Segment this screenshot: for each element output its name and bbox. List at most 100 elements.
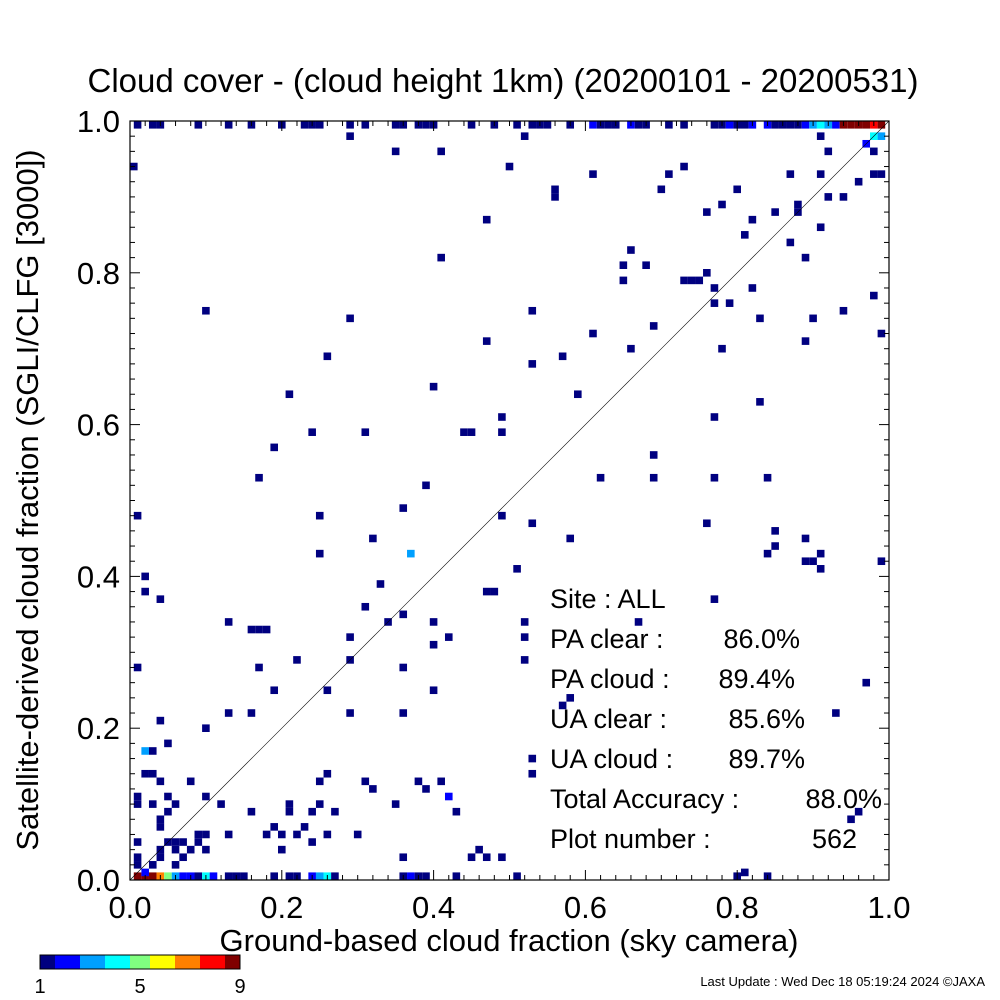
data-cell (391, 800, 400, 808)
data-cell (323, 769, 332, 778)
data-cell (710, 284, 719, 292)
data-cell (816, 565, 825, 573)
colorbar-label-mid: 5 (134, 976, 145, 998)
data-cell (528, 519, 537, 528)
data-cell (202, 792, 210, 801)
colorbar-segment (120, 955, 126, 969)
data-cell (444, 792, 453, 801)
data-cell (179, 872, 187, 880)
data-cell (247, 625, 256, 634)
colorbar-segment (150, 955, 156, 969)
y-axis-label: Satellite-derived cloud fraction (SGLI/C… (10, 149, 45, 850)
data-cell (361, 121, 370, 129)
data-cell (520, 132, 529, 140)
data-cell (414, 777, 423, 786)
x-tick-label: 0.2 (260, 890, 303, 925)
data-cell (756, 398, 764, 406)
colorbar-segment (115, 955, 121, 969)
data-cell (171, 800, 180, 808)
data-cell (756, 314, 764, 323)
data-cell (482, 587, 491, 596)
data-cell (740, 231, 749, 239)
data-cell (467, 853, 476, 862)
colorbar-segment (230, 955, 236, 969)
data-cell (315, 872, 324, 880)
data-cell (361, 777, 370, 786)
data-cell (877, 121, 886, 129)
data-cell (148, 861, 157, 869)
data-cell (870, 170, 878, 178)
colorbar-segment (220, 955, 226, 969)
data-cell (148, 800, 157, 808)
data-cell (315, 511, 324, 520)
data-cell (748, 215, 757, 224)
x-tick-label: 0.8 (716, 890, 759, 925)
data-cell (323, 686, 332, 695)
colorbar-label-max: 9 (234, 976, 245, 998)
data-cell (346, 121, 354, 129)
data-cell (209, 872, 218, 880)
data-cell (710, 413, 719, 421)
y-tick-label: 0.8 (77, 256, 120, 291)
data-cell (703, 269, 711, 277)
data-cell (748, 284, 757, 292)
data-cell (740, 121, 749, 129)
data-cell (687, 276, 696, 285)
colorbar-segment (205, 955, 211, 969)
data-cell (391, 121, 400, 129)
stat-label: Site : ALL (550, 584, 666, 614)
data-cell (649, 322, 658, 330)
data-cell (262, 625, 271, 634)
data-cell (816, 170, 825, 178)
data-cell (422, 785, 430, 793)
data-cell (877, 170, 886, 178)
data-cell (186, 777, 195, 786)
data-cell (498, 413, 506, 421)
data-cell (498, 853, 506, 862)
data-cell (703, 519, 711, 528)
data-cell (171, 845, 180, 854)
y-tick-labels: 0.0 0.2 0.4 0.6 0.8 1.0 (77, 104, 120, 898)
y-tick-label: 0.2 (77, 711, 120, 746)
data-cell (627, 344, 635, 353)
data-cell (619, 261, 628, 270)
data-cell (164, 792, 172, 801)
data-cell (293, 830, 301, 839)
data-cell (513, 872, 521, 880)
data-cell (186, 845, 195, 854)
data-cell (315, 549, 324, 558)
data-cell (574, 390, 582, 399)
data-cell (482, 853, 491, 862)
data-cell (255, 473, 263, 482)
data-cell (255, 663, 263, 672)
data-cell (300, 121, 309, 129)
data-cell (315, 777, 324, 786)
data-cell (270, 872, 279, 880)
colorbar-segment (195, 955, 201, 969)
data-cell (520, 633, 529, 641)
data-cell (847, 815, 855, 824)
stat-value: 86.0% (723, 624, 800, 654)
data-cell (862, 121, 871, 129)
data-cell (133, 792, 142, 801)
data-cell (285, 800, 294, 808)
x-axis-label: Ground-based cloud fraction (sky camera) (220, 923, 799, 958)
data-cell (141, 747, 149, 755)
axis-ticks (129, 120, 890, 881)
data-cell (801, 534, 810, 543)
colorbar-segment (210, 955, 216, 969)
data-cell (657, 185, 666, 194)
data-cell (809, 557, 817, 566)
colorbar-segment (50, 955, 56, 969)
stat-label: PA cloud : (550, 664, 670, 694)
colorbar-segment (155, 955, 161, 969)
data-cell (558, 701, 567, 710)
colorbar-segment (180, 955, 186, 969)
one-to-one-line (129, 120, 890, 881)
data-cell (270, 443, 279, 452)
data-cell (202, 306, 210, 315)
colorbar-segment (185, 955, 191, 969)
data-cell (854, 807, 863, 816)
data-cell (589, 121, 597, 129)
